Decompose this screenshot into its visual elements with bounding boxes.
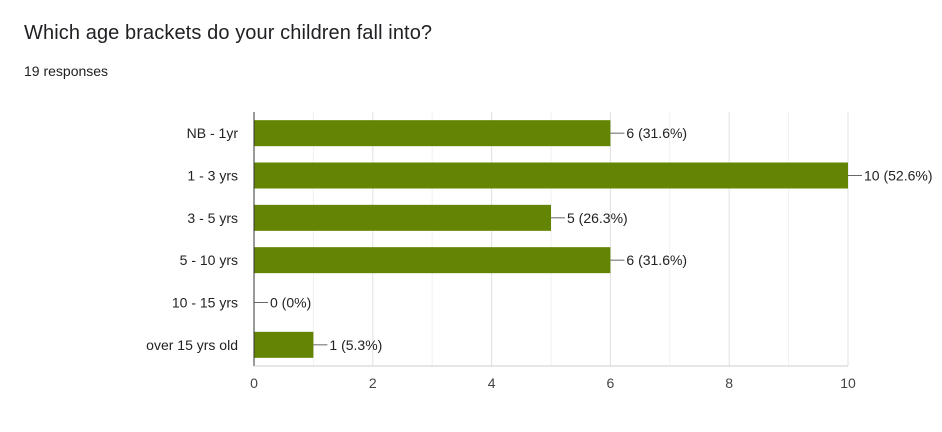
bar — [254, 162, 848, 189]
data-label: 6 (31.6%) — [626, 252, 687, 268]
x-tick-label: 4 — [488, 375, 496, 391]
category-label: 3 - 5 yrs — [187, 210, 238, 226]
data-label: 5 (26.3%) — [567, 210, 628, 226]
bar — [254, 247, 611, 274]
category-label: 5 - 10 yrs — [180, 252, 238, 268]
question-title: Which age brackets do your children fall… — [24, 22, 433, 44]
x-tick-label: 8 — [725, 375, 733, 391]
bar — [254, 204, 551, 231]
bars — [254, 120, 848, 358]
axes — [253, 112, 848, 367]
data-label: 10 (52.6%) — [864, 168, 932, 184]
category-label: NB - 1yr — [187, 125, 239, 141]
x-tick-label: 6 — [607, 375, 615, 391]
data-label: 0 (0%) — [270, 295, 311, 311]
category-label: 1 - 3 yrs — [187, 168, 238, 184]
x-tick-label: 2 — [369, 375, 377, 391]
grid-lines — [312, 112, 849, 366]
x-tick-label: 0 — [250, 375, 258, 391]
bar — [254, 331, 314, 358]
labels: 0 2 4 6 8 10 NB - 1yr 6 (31.6%) 1 - 3 yrs 10 (52.… — [146, 125, 932, 391]
x-tick-label: 10 — [840, 375, 856, 391]
bar — [254, 120, 611, 147]
category-label: 10 - 15 yrs — [172, 295, 238, 311]
category-label: over 15 yrs old — [146, 337, 238, 353]
data-label: 6 (31.6%) — [626, 125, 687, 141]
data-label: 1 (5.3%) — [329, 337, 382, 353]
response-count: 19 responses — [24, 63, 109, 79]
